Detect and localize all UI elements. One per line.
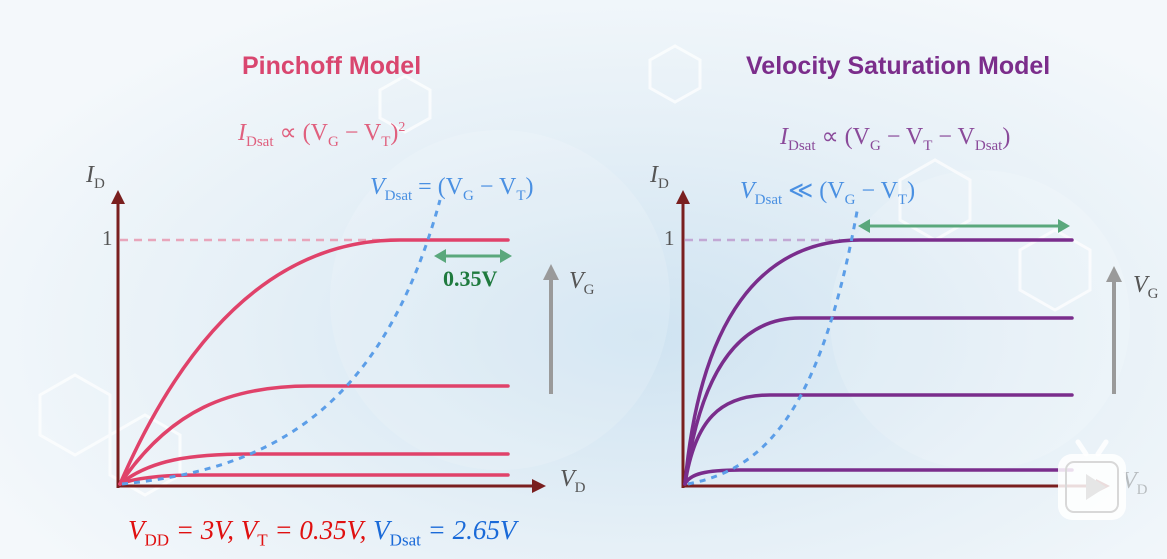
pinchoff-idsat-formula: IDsat ∝ (VG − VT)2 xyxy=(238,120,406,150)
pinchoff-x-axis-arrow xyxy=(532,479,546,493)
pinchoff-vg-label: VG xyxy=(569,268,595,298)
velsat-curve-2 xyxy=(683,316,1074,486)
pinchoff-vdsat-locus xyxy=(121,199,442,486)
velsat-idsat-formula: IDsat ∝ (VG − VT − VDsat) xyxy=(780,124,1011,154)
velsat-y-axis-arrow xyxy=(676,190,690,204)
velsat-curve-3 xyxy=(683,393,1074,486)
velsat-tick-one: 1 xyxy=(664,226,675,250)
velsat-curve-1 xyxy=(683,238,1074,486)
pinchoff-tick-one: 1 xyxy=(102,226,113,250)
velsat-y-axis-label: ID xyxy=(650,162,669,192)
pinchoff-gap-label: 0.35V xyxy=(443,266,498,291)
velocity-saturation-title: Velocity Saturation Model xyxy=(746,52,1051,80)
pinchoff-curve-1 xyxy=(118,238,510,486)
play-button[interactable] xyxy=(1056,438,1128,524)
parameter-line: VDD = 3V, VT = 0.35V, VDsat = 2.65V xyxy=(128,515,517,550)
pinchoff-y-axis-label: ID xyxy=(86,162,105,192)
pinchoff-curve-3 xyxy=(118,452,510,486)
pinchoff-curve-4 xyxy=(118,473,510,486)
bilibili-play-icon xyxy=(1058,439,1126,520)
pinchoff-x-axis-label: VD xyxy=(560,466,586,496)
pinchoff-model-title: Pinchoff Model xyxy=(242,52,422,80)
pinchoff-curve-2 xyxy=(118,384,510,486)
velsat-curve-4 xyxy=(683,468,1074,486)
pinchoff-y-axis-arrow xyxy=(111,190,125,204)
pinchoff-vdsat-formula: VDsat = (VG − VT) xyxy=(370,174,534,204)
velsat-vg-label: VG xyxy=(1133,272,1159,302)
velsat-vdsat-locus xyxy=(687,205,860,486)
velsat-vdsat-formula: VDsat ≪ (VG − VT) xyxy=(740,178,916,208)
